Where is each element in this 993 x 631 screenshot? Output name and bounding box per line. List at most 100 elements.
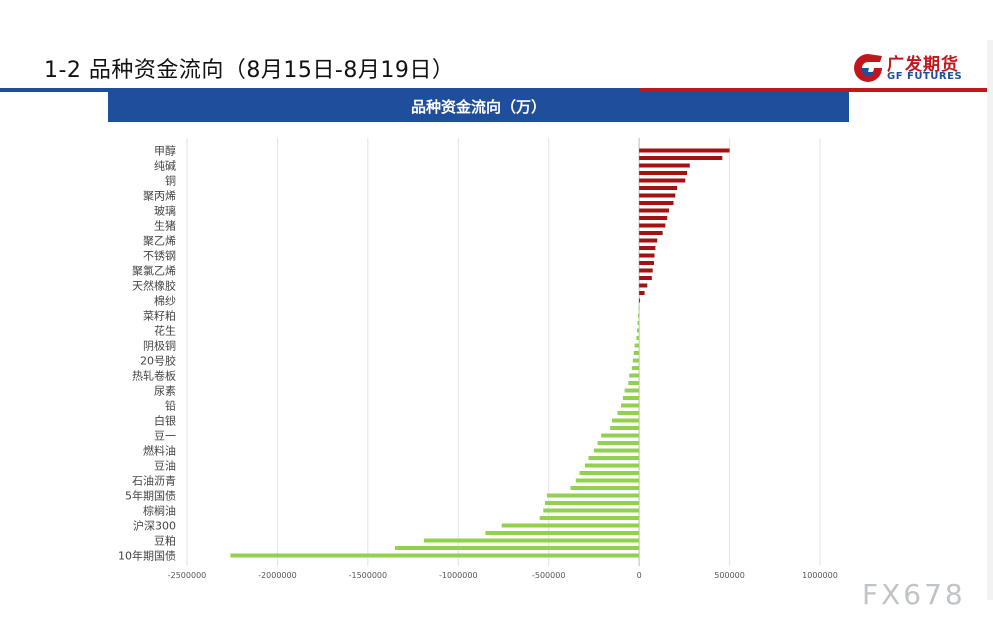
title-rule-blue <box>0 88 640 92</box>
logo-name-en: GF FUTURES <box>887 71 963 82</box>
bar <box>639 298 641 303</box>
y-tick-label: 沪深300 <box>133 519 176 533</box>
bar <box>639 276 652 280</box>
bar <box>639 223 666 228</box>
bar <box>639 178 686 183</box>
bar <box>593 448 640 453</box>
bar <box>631 366 640 370</box>
x-tick-label: -2500000 <box>168 571 207 580</box>
x-tick-label: 1000000 <box>802 571 838 580</box>
bar <box>597 441 640 445</box>
bar <box>539 516 640 520</box>
bar <box>617 411 640 415</box>
bar <box>394 546 640 550</box>
bar <box>639 216 668 220</box>
bar <box>637 321 640 325</box>
bar <box>632 358 640 363</box>
company-logo: 广发期货 GF FUTURES <box>852 50 972 86</box>
bars <box>230 148 730 558</box>
bar <box>633 351 640 355</box>
y-tick-label: 石油沥青 <box>132 474 176 488</box>
x-tick-label: -1500000 <box>349 571 388 580</box>
y-tick-label: 不锈钢 <box>143 250 176 263</box>
bar <box>639 156 723 160</box>
y-tick-label: 铅 <box>165 399 176 413</box>
watermark: FX678 <box>862 578 966 611</box>
bar <box>546 493 640 498</box>
y-tick-label: 阴极铜 <box>143 339 176 353</box>
bar <box>639 238 658 243</box>
bar <box>639 253 655 258</box>
bar <box>610 426 640 430</box>
title-rule-red <box>640 88 993 92</box>
y-tick-label: 尿素 <box>154 385 176 398</box>
bar <box>622 396 640 400</box>
bar <box>639 148 730 153</box>
bar <box>543 508 640 513</box>
bar <box>634 343 640 348</box>
bar <box>588 456 640 460</box>
y-tick-label: 天然橡胶 <box>132 279 176 293</box>
y-tick-label: 燃料油 <box>143 444 176 458</box>
y-tick-label: 花生 <box>154 324 176 338</box>
y-tick-label: 豆油 <box>154 459 176 473</box>
bar <box>636 328 640 333</box>
y-tick-label: 甲醇 <box>154 144 176 158</box>
bar <box>638 306 640 310</box>
bar <box>639 193 676 198</box>
y-tick-label: 棉纱 <box>154 294 176 308</box>
bar <box>639 268 653 273</box>
y-tick-label: 铜 <box>165 174 176 188</box>
y-tick-label: 20号胶 <box>140 354 176 368</box>
x-tick-label: -2000000 <box>258 571 297 580</box>
bar <box>639 291 645 295</box>
bar <box>639 231 663 235</box>
x-axis-labels: -2500000 -2000000 -1500000 -1000000 -500000 0… <box>168 571 838 580</box>
bar <box>501 523 640 528</box>
bar <box>639 208 669 213</box>
bar <box>639 283 648 288</box>
bar <box>570 486 640 490</box>
bar <box>545 501 640 505</box>
y-tick-label: 棕榈油 <box>143 504 176 518</box>
y-tick-label: 豆粕 <box>154 534 176 548</box>
page-title: 1-2 品种资金流向（8月15日-8月19日） <box>44 58 455 83</box>
bar <box>612 418 640 423</box>
gf-logo-icon <box>854 54 882 82</box>
y-tick-label: 10年期国债 <box>118 549 176 563</box>
bar <box>584 463 640 468</box>
x-tick-label: -500000 <box>532 571 565 580</box>
bar <box>639 261 654 265</box>
y-axis-labels: 甲醇纯碱铜聚丙烯玻璃生猪聚乙烯不锈钢聚氯乙烯天然橡胶棉纱菜籽粕花生阴极铜20号胶… <box>118 144 176 563</box>
x-tick-label: 500000 <box>714 571 745 580</box>
y-tick-label: 5年期国债 <box>125 489 176 503</box>
bar <box>639 163 690 168</box>
y-tick-label: 玻璃 <box>154 204 176 218</box>
chart-title: 品种资金流向（万） <box>108 92 849 122</box>
y-tick-label: 生猪 <box>154 219 176 233</box>
bar <box>624 388 640 393</box>
bar <box>423 538 640 543</box>
slide-edge <box>987 40 993 600</box>
bar <box>639 171 688 175</box>
y-tick-label: 聚氯乙烯 <box>132 264 176 278</box>
gridlines <box>186 138 821 566</box>
bar <box>621 403 640 408</box>
bar <box>639 201 674 205</box>
y-tick-label: 聚丙烯 <box>143 190 176 203</box>
bar <box>638 313 640 318</box>
bar <box>579 471 640 475</box>
bar <box>636 336 640 340</box>
y-tick-label: 纯碱 <box>154 160 176 173</box>
y-tick-label: 热轧卷板 <box>132 369 176 383</box>
bar <box>485 531 640 535</box>
bar <box>230 553 640 558</box>
bar <box>575 478 640 483</box>
y-tick-label: 菜籽粕 <box>143 309 176 323</box>
logo-name-cn: 广发期货 <box>887 55 959 75</box>
bar <box>628 381 640 385</box>
x-tick-label: -1000000 <box>439 571 478 580</box>
y-tick-label: 豆一 <box>154 430 176 443</box>
bar <box>601 433 640 438</box>
